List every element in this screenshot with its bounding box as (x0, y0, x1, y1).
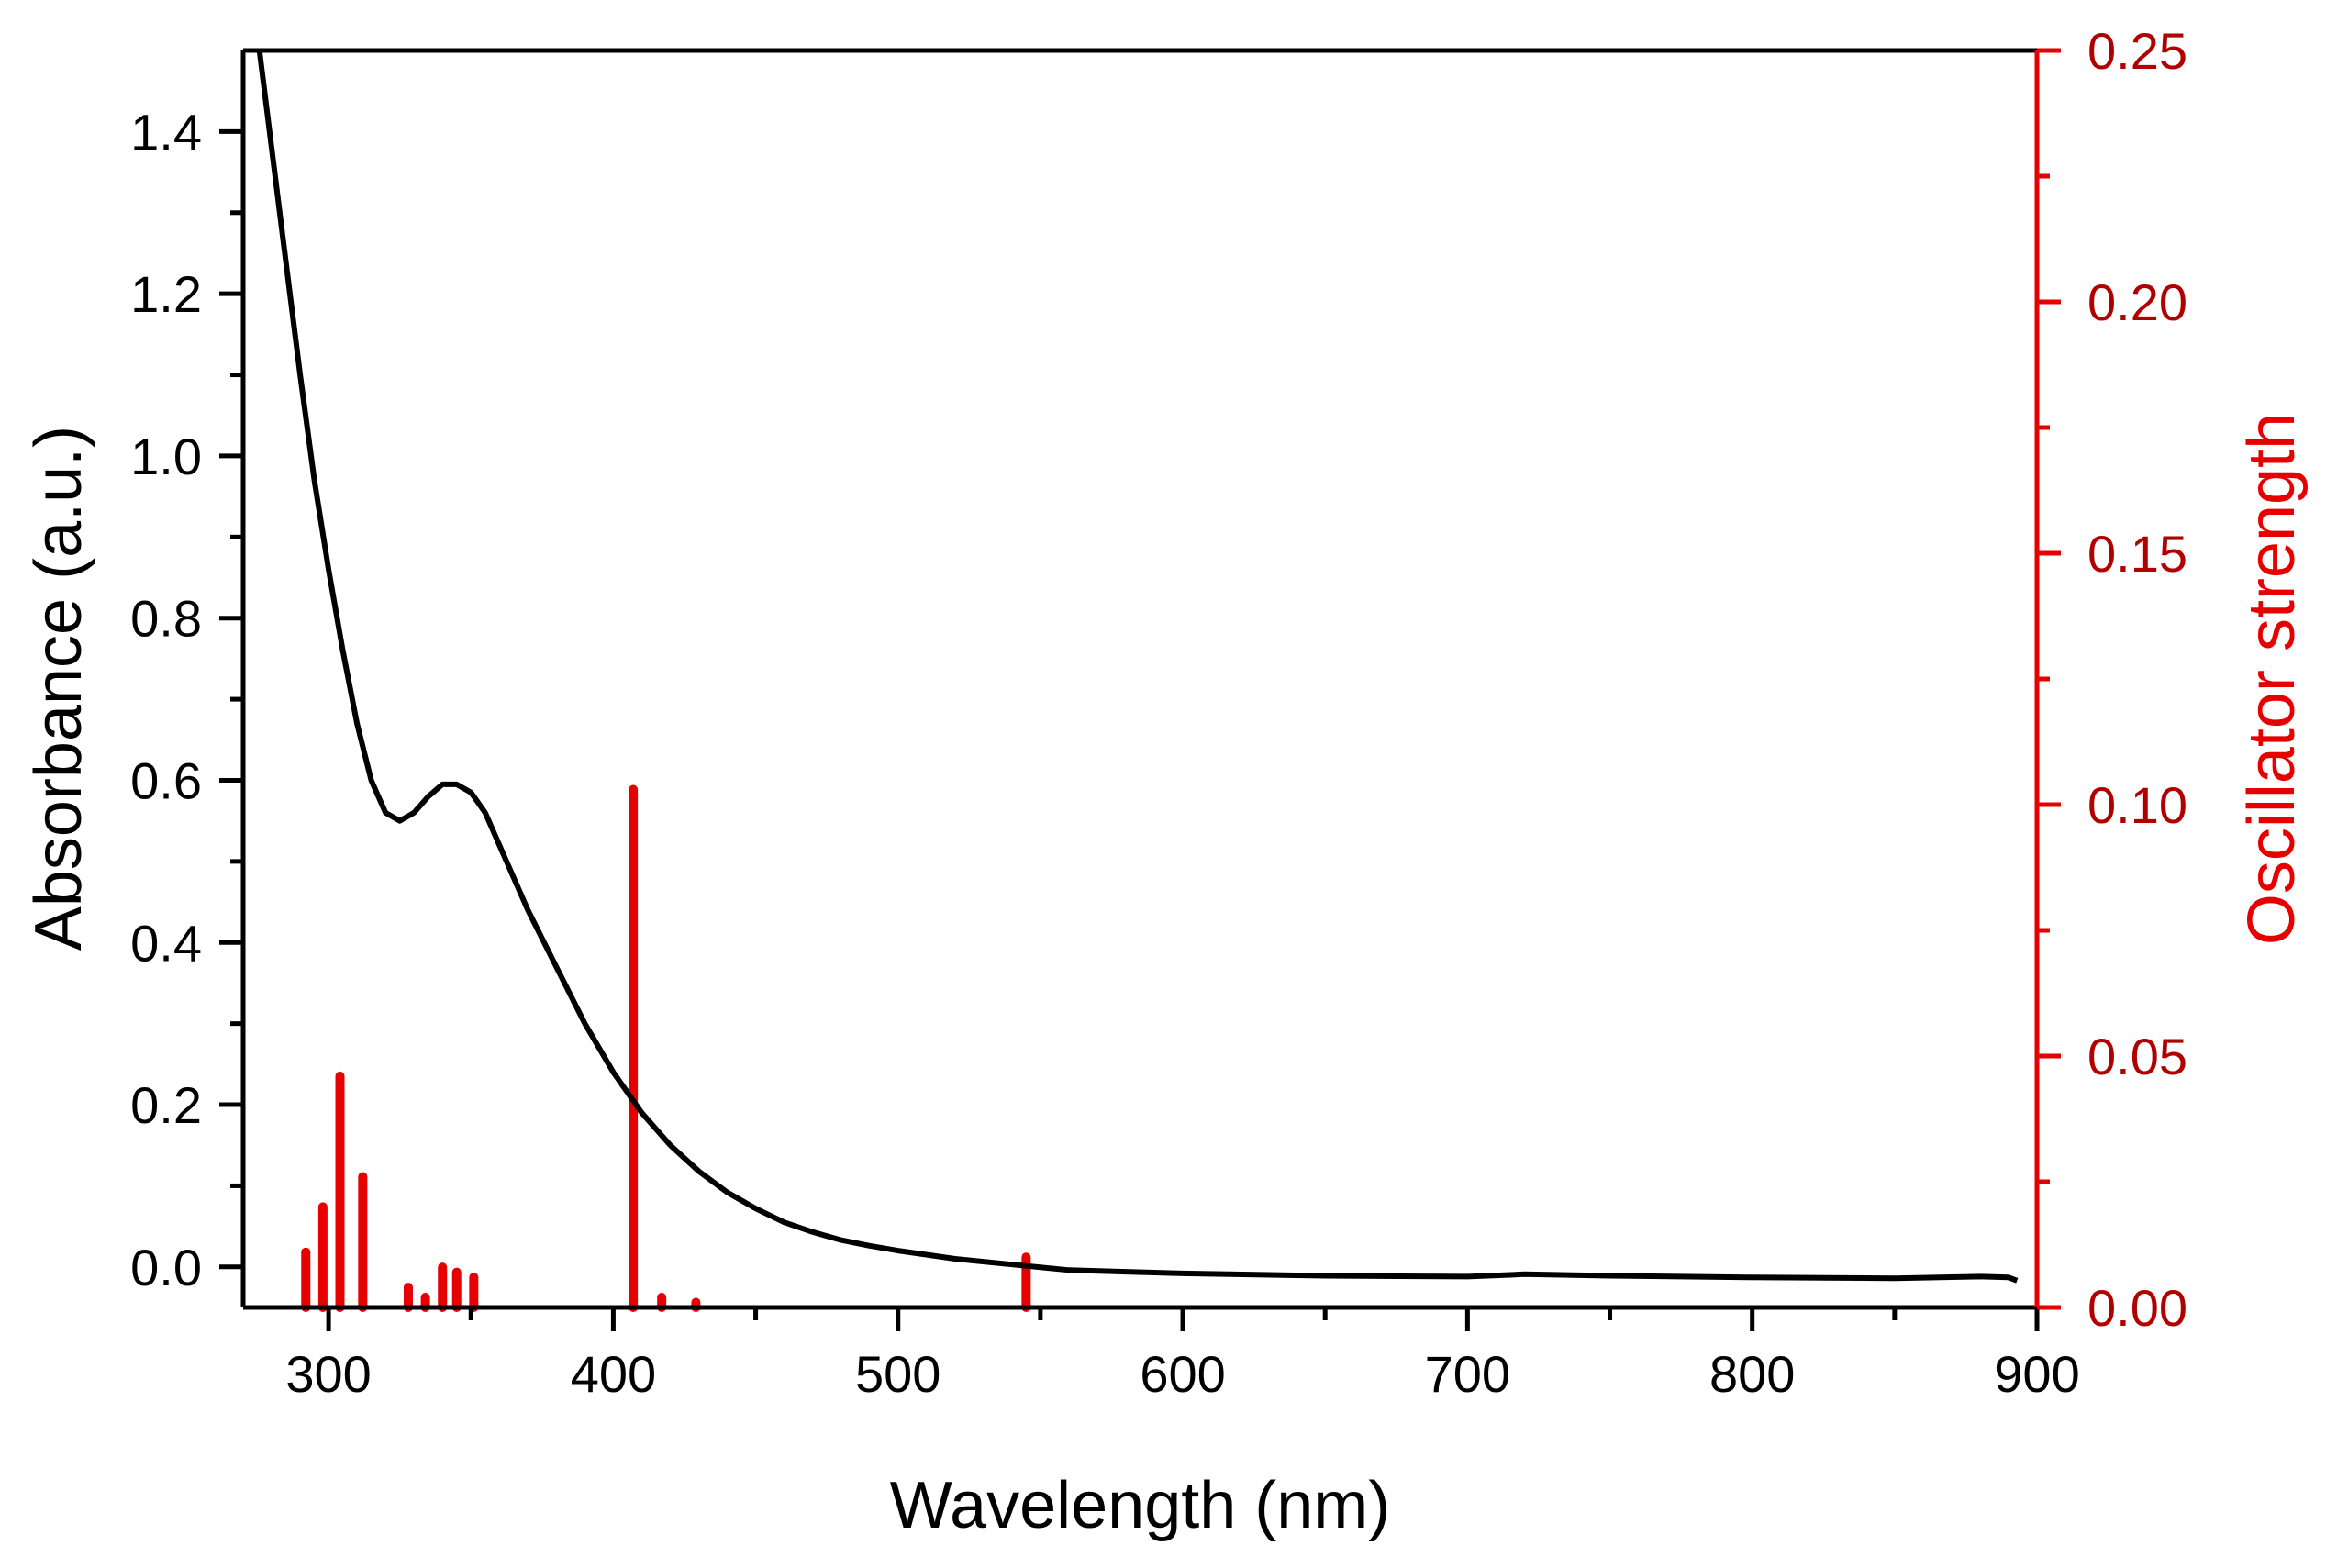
y-tick-label: 0.8 (130, 590, 202, 648)
plot-area (256, 50, 2019, 1312)
x-tick-label: 900 (1994, 1345, 2079, 1403)
x-tick-label: 500 (855, 1345, 940, 1403)
y-tick-label: 1.2 (130, 265, 202, 323)
y2-tick-label: 0.15 (2087, 525, 2187, 583)
x-axis-title: Wavelength (nm) (890, 1469, 1391, 1542)
absorbance-line (256, 50, 2019, 1284)
x-tick-label: 700 (1425, 1345, 1510, 1403)
y2-tick-label: 0.10 (2087, 776, 2187, 834)
y-tick-label: 1.0 (130, 428, 202, 485)
y-tick-label: 0.6 (130, 751, 202, 809)
y-axis-title: Absorbance (a.u.) (22, 426, 95, 951)
y2-axis-title: Oscillator strength (2235, 413, 2309, 945)
x-tick-label: 300 (285, 1345, 371, 1403)
x-tick-label: 600 (1140, 1345, 1225, 1403)
y-tick-label: 0.0 (130, 1239, 202, 1296)
y-tick-label: 0.4 (130, 914, 202, 972)
x-tick-label: 800 (1709, 1345, 1795, 1403)
axes: 300 400 500 600 700 800 900 0.0 0.2 0.4 0.6 0.8 1.0 1… (130, 22, 2187, 1403)
y-tick-label: 1.4 (130, 103, 202, 161)
y-tick-label: 0.2 (130, 1076, 202, 1134)
y2-tick-label: 0.05 (2087, 1028, 2187, 1085)
y2-tick-label: 0.00 (2087, 1279, 2187, 1337)
y2-tick-label: 0.20 (2087, 273, 2187, 331)
y2-tick-label: 0.25 (2087, 22, 2187, 80)
x-tick-label: 400 (571, 1345, 656, 1403)
